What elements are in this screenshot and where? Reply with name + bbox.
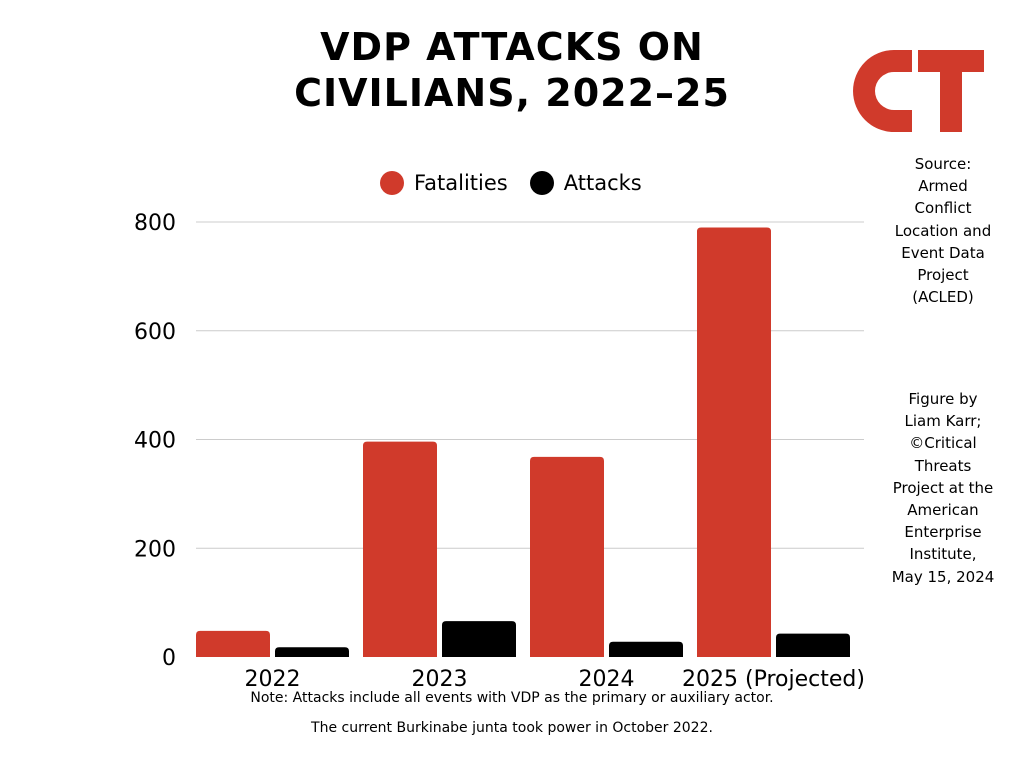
legend-label-attacks: Attacks [563, 171, 642, 195]
legend-label-fatalities: Fatalities [414, 171, 508, 195]
bar-fatalities-2023 [363, 441, 437, 657]
y-tick-label: 0 [162, 646, 176, 671]
logo-c-shape [853, 50, 912, 132]
bar-fatalities-2022 [196, 630, 270, 657]
chart-legend: Fatalities Attacks [380, 168, 642, 198]
legend-swatch-fatalities [380, 171, 404, 195]
credit-note: Figure by Liam Karr; ©Critical Threats P… [891, 390, 995, 586]
chart-title: VDP ATTACKS ON CIVILIANS, 2022–25 [294, 25, 730, 115]
footnote-junta: The current Burkinabe junta took power i… [311, 720, 713, 736]
y-tick-label: 600 [134, 320, 176, 345]
legend-item-attacks: Attacks [529, 171, 642, 195]
bar-attacks-2022 [275, 647, 349, 657]
bar-attacks-2024 [609, 641, 683, 657]
bar-chart-svg: 0 200 400 600 800 2022 2023 2024 2025 (Projected… [134, 211, 865, 692]
y-tick-label: 400 [134, 429, 176, 454]
x-tick-label: 2022 [245, 667, 301, 692]
x-tick-label: 2025 (Projected) [682, 667, 865, 692]
y-tick-label: 200 [134, 537, 176, 562]
x-tick-label: 2023 [412, 667, 468, 692]
legend-swatch-attacks [529, 171, 554, 195]
source-note: Source: Armed Conflict Location and Even… [894, 155, 992, 307]
bar-attacks-2023 [442, 621, 516, 657]
legend-item-fatalities: Fatalities [380, 171, 508, 195]
y-tick-label: 800 [134, 211, 176, 236]
bar-fatalities-2024 [530, 456, 604, 657]
bar-attacks-2025 [776, 633, 850, 657]
x-tick-label: 2024 [579, 667, 635, 692]
bar-fatalities-2025 [697, 227, 771, 657]
critical-threats-logo [853, 50, 984, 132]
footnote-attacks-definition: Note: Attacks include all events with VD… [250, 690, 774, 706]
bar-chart: 0 200 400 600 800 2022 2023 2024 2025 (Projected… [0, 200, 1024, 700]
logo-t-shape [918, 50, 984, 132]
